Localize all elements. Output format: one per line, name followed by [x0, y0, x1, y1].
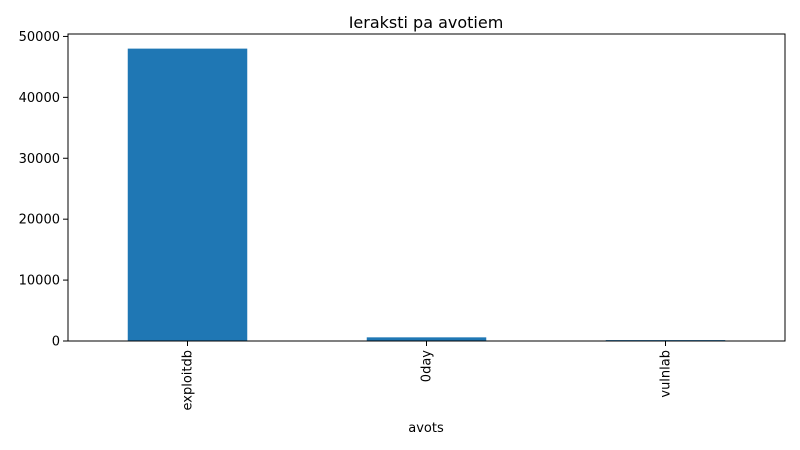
y-axis: 0 10000 20000 30000 40000 50000 [19, 30, 68, 350]
x-tick-label-0day: 0day [420, 350, 435, 382]
x-axis: exploitdb 0day vulnlab [181, 341, 674, 411]
y-tick-label-50000: 50000 [19, 30, 60, 45]
y-tick-label-0: 0 [52, 335, 60, 350]
y-tick-label-20000: 20000 [19, 213, 60, 228]
y-tick-label-30000: 30000 [19, 152, 60, 167]
bar-0day [366, 337, 487, 341]
y-tick-label-10000: 10000 [19, 274, 60, 289]
x-tick-label-exploitdb: exploitdb [181, 350, 196, 411]
x-axis-label: avots [408, 421, 444, 436]
y-tick-label-40000: 40000 [19, 91, 60, 106]
chart-title: Ieraksti pa avotiem [349, 13, 504, 32]
x-tick-label-vulnlab: vulnlab [659, 350, 674, 398]
bar-exploitdb [127, 48, 248, 341]
bars-layer [127, 48, 726, 341]
plot-frame [67, 33, 786, 342]
